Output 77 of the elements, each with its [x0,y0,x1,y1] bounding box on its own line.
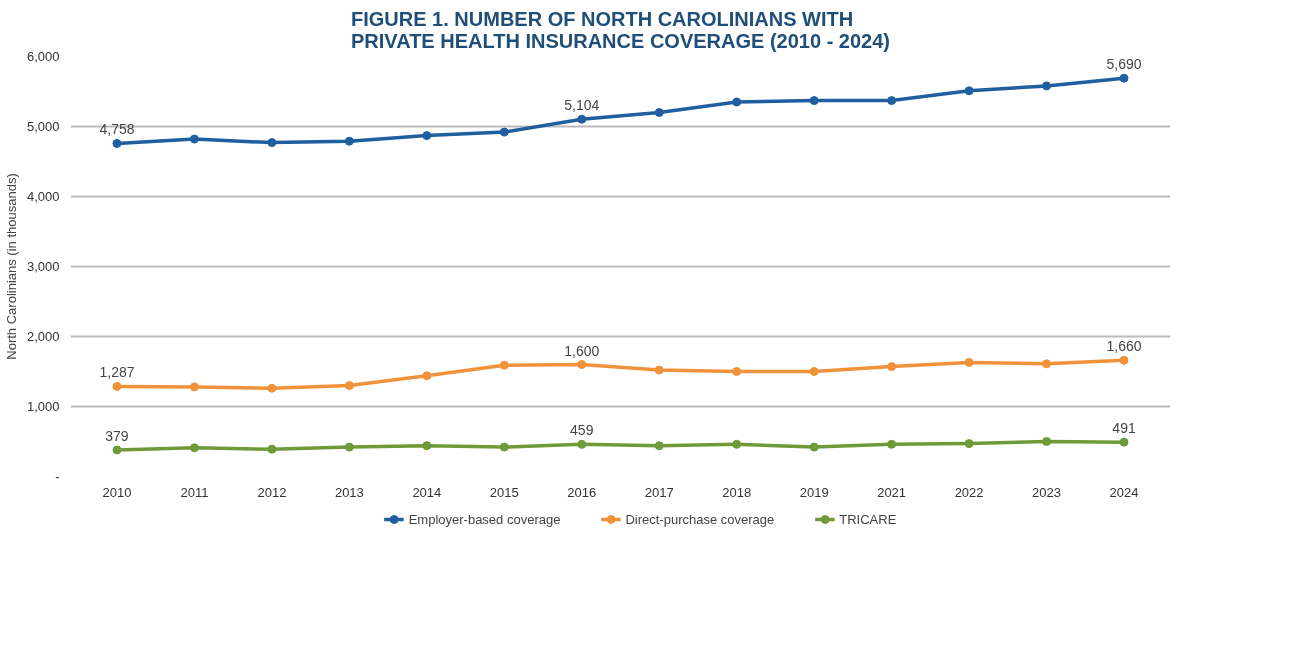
legend-label: Employer-based coverage [408,511,561,527]
point [887,96,897,106]
point [654,108,664,117]
point [732,439,742,449]
point [112,138,122,148]
point [964,86,974,96]
point [577,439,587,449]
y-tick-label: 2,000 [26,329,60,344]
x-tick-label: 2023 [1032,484,1062,500]
data-label: 379 [105,427,129,444]
chart-title: FIGURE 1. NUMBER OF NORTH CAROLINIANS WITH PRIVATE HEALTH INSURANCE COVERAGE (2010 - 2024) [351,7,890,52]
point [189,443,199,453]
point [189,382,199,392]
point [654,365,664,375]
data-label: 491 [1112,420,1136,437]
x-tick-label: 2019 [799,484,829,500]
y-axis-title: North Carolinians (in thousands) [3,173,19,360]
x-tick-label: 2014 [412,484,442,500]
data-label: 1,287 [99,364,135,381]
point [499,442,509,452]
x-tick-label: 2016 [567,484,597,500]
point [1042,437,1052,446]
point [344,136,354,146]
point [189,134,199,144]
y-tick-label: - [55,469,60,484]
x-tick-label: 2022 [954,484,984,500]
y-tick-label: 4,000 [26,189,60,204]
point [1042,81,1052,91]
point [422,441,432,451]
point [344,442,354,452]
point [964,357,974,367]
x-tick-label: 2024 [1109,484,1139,500]
point [887,439,897,449]
point [1119,437,1129,447]
point [422,131,432,141]
point [1119,73,1129,83]
point [809,367,819,376]
data-label: 459 [570,422,594,439]
point [422,371,432,381]
y-tick-label: 3,000 [26,259,60,274]
data-label: 5,104 [564,97,600,114]
point [577,114,587,124]
point [1042,359,1052,369]
legend-label: Direct-purchase coverage [625,511,775,527]
point [732,367,742,376]
point [344,381,354,390]
point [499,360,509,370]
point [577,360,587,369]
point [809,442,819,452]
x-tick-label: 2012 [257,484,287,500]
point [267,383,277,393]
point [809,96,819,106]
point [1119,355,1129,365]
point [112,445,122,455]
point [112,381,122,391]
point [964,439,974,449]
y-tick-label: 6,000 [26,49,60,64]
data-label: 1,600 [564,342,600,359]
data-label: 4,758 [99,121,135,138]
x-tick-label: 2021 [877,484,907,500]
x-tick-label: 2013 [334,484,364,500]
point [732,97,742,107]
point [267,138,277,148]
point [499,127,509,137]
x-tick-label: 2017 [644,484,674,500]
x-tick-label: 2018 [722,484,752,500]
point [887,362,897,372]
x-tick-label: 2010 [102,484,132,500]
data-label: 5,690 [1106,56,1142,73]
data-label: 1,660 [1106,338,1142,355]
point [267,444,277,454]
y-tick-label: 1,000 [26,399,60,414]
x-tick-label: 2011 [180,484,209,500]
y-tick-label: 5,000 [26,119,60,134]
point [654,441,664,451]
legend-label: TRICARE [839,511,897,527]
x-tick-label: 2015 [489,484,519,500]
